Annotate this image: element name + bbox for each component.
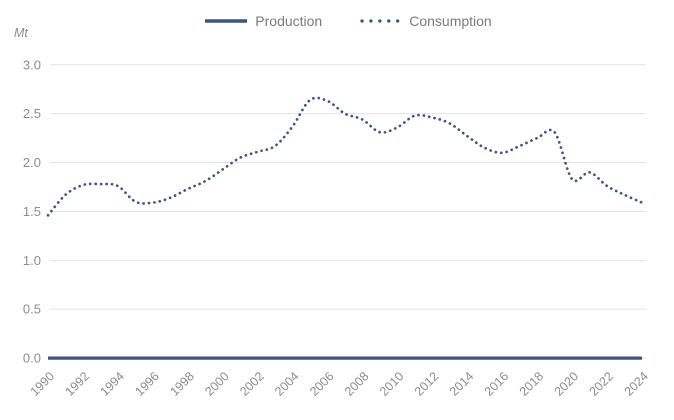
- chart-legend: Production Consumption: [50, 8, 646, 34]
- consumption-line: [46, 96, 644, 217]
- x-tick-label: 2018: [517, 369, 547, 399]
- x-tick-label: 2006: [307, 369, 337, 399]
- x-tick-label: 2004: [272, 369, 302, 399]
- y-tick-label: 3.0: [23, 57, 41, 72]
- x-tick-label: 1992: [62, 369, 92, 399]
- x-tick-label: 2022: [587, 369, 617, 399]
- x-tick-label: 1990: [28, 369, 58, 399]
- x-tick-label: 2014: [447, 369, 477, 399]
- legend-label: Production: [255, 13, 323, 29]
- dotted-line-swatch-icon: [360, 19, 401, 23]
- x-tick-label: 1994: [97, 369, 127, 399]
- x-tick-label: 2008: [342, 369, 372, 399]
- x-tick-label: 2010: [377, 369, 407, 399]
- legend-item-production: Production: [204, 13, 322, 29]
- x-tick-label: 2000: [202, 369, 232, 399]
- y-tick-label: 0.5: [23, 302, 41, 317]
- x-tick-label: 1996: [132, 369, 162, 399]
- legend-item-consumption: Consumption: [358, 13, 492, 29]
- y-tick-label: 1.5: [23, 204, 41, 219]
- y-tick-label: 2.0: [23, 155, 41, 170]
- y-axis-unit-label: Mt: [14, 26, 28, 40]
- y-tick-label: 2.5: [23, 106, 41, 121]
- x-tick-label: 2020: [552, 369, 582, 399]
- y-tick-label: 0.0: [23, 351, 41, 366]
- y-tick-label: 1.0: [23, 253, 41, 268]
- x-tick-label: 1998: [167, 369, 197, 399]
- x-tick-label: 2002: [237, 369, 267, 399]
- legend-label: Consumption: [409, 13, 492, 29]
- x-tick-label: 2024: [622, 369, 652, 399]
- x-tick-label: 2016: [482, 369, 512, 399]
- x-tick-label: 2012: [412, 369, 442, 399]
- solid-line-swatch-icon: [205, 19, 248, 23]
